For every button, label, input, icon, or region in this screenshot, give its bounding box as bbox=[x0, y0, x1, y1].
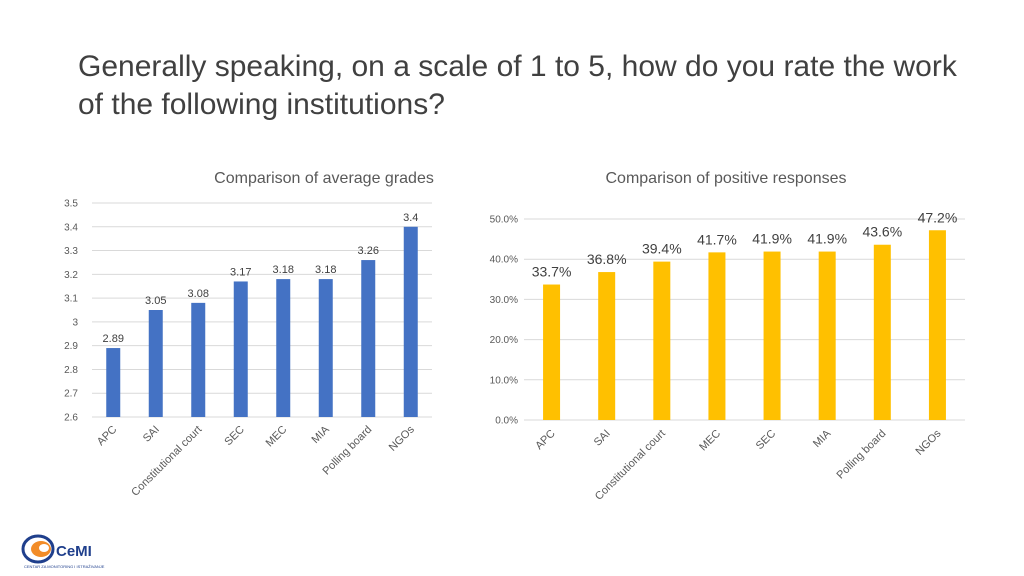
x-category-label: SAI bbox=[141, 424, 162, 445]
y-tick-label: 2.6 bbox=[64, 413, 78, 424]
data-label: 47.2% bbox=[918, 209, 958, 225]
bar bbox=[233, 281, 248, 417]
y-tick-label: 50.0% bbox=[490, 215, 518, 226]
x-category-label: Polling board bbox=[835, 428, 889, 482]
bar bbox=[361, 260, 376, 417]
y-tick-label: 3.2 bbox=[64, 270, 78, 281]
data-label: 3.18 bbox=[273, 264, 294, 276]
bar bbox=[928, 230, 946, 420]
data-label: 41.7% bbox=[697, 231, 737, 247]
bar bbox=[276, 279, 291, 417]
data-label: 41.9% bbox=[752, 231, 792, 247]
data-label: 3.05 bbox=[145, 295, 166, 307]
bar bbox=[106, 348, 121, 417]
x-category-label: Constitutional court bbox=[129, 424, 204, 499]
data-label: 43.6% bbox=[862, 224, 902, 240]
y-tick-label: 40.0% bbox=[490, 255, 518, 266]
x-category-label: SAI bbox=[592, 428, 613, 449]
y-tick-label: 3.4 bbox=[64, 222, 78, 233]
bar bbox=[403, 226, 418, 417]
logo-text: CeMI bbox=[56, 543, 92, 560]
y-tick-label: 2.7 bbox=[64, 389, 78, 400]
bar bbox=[653, 261, 671, 420]
bar bbox=[873, 244, 891, 420]
x-category-label: SEC bbox=[222, 424, 247, 449]
x-category-label: SEC bbox=[754, 428, 779, 453]
chart-2: Comparison of positive responses 0.0% 10.0… bbox=[490, 170, 965, 503]
bar bbox=[148, 310, 163, 417]
y-tick-label: 3.3 bbox=[64, 246, 78, 257]
y-tick-label: 2.8 bbox=[64, 365, 78, 376]
x-category-label: NGOs bbox=[913, 427, 943, 457]
y-tick-label: 3.1 bbox=[64, 294, 78, 305]
y-tick-label: 2.9 bbox=[64, 341, 78, 352]
data-label: 33.7% bbox=[532, 264, 572, 280]
logo-subtitle: CENTAR ZA MONITORING I ISTRAŽIVANJE bbox=[24, 564, 105, 569]
x-category-label: APC bbox=[533, 428, 558, 453]
y-tick-label: 3.5 bbox=[64, 199, 78, 210]
page-title: Generally speaking, on a scale of 1 to 5… bbox=[78, 50, 957, 121]
y-tick-label: 0.0% bbox=[495, 416, 518, 427]
y-tick-label: 3 bbox=[72, 317, 78, 328]
bar bbox=[818, 251, 836, 420]
data-label: 3.08 bbox=[188, 288, 209, 300]
data-label: 3.4 bbox=[403, 212, 418, 224]
chart-title: Comparison of average grades bbox=[214, 170, 434, 187]
logo-mark-icon bbox=[21, 534, 55, 564]
bar bbox=[318, 279, 333, 417]
bar bbox=[763, 251, 781, 420]
x-category-label: MIA bbox=[310, 423, 333, 446]
data-label: 41.9% bbox=[807, 231, 847, 247]
chart-title: Comparison of positive responses bbox=[605, 170, 846, 187]
x-category-label: NGOs bbox=[387, 423, 417, 453]
bar bbox=[708, 252, 726, 420]
data-label: 2.89 bbox=[103, 333, 124, 345]
chart-1: Comparison of average grades 2.6 2.7 2.8 2.9… bbox=[64, 170, 434, 499]
bar bbox=[543, 284, 561, 420]
y-tick-label: 30.0% bbox=[490, 295, 518, 306]
x-category-label: MIA bbox=[811, 427, 834, 450]
data-label: 3.17 bbox=[230, 266, 251, 278]
data-label: 3.26 bbox=[358, 245, 379, 257]
data-label: 3.18 bbox=[315, 264, 336, 276]
data-label: 36.8% bbox=[587, 251, 627, 267]
data-label: 39.4% bbox=[642, 241, 682, 257]
y-tick-label: 20.0% bbox=[490, 335, 518, 346]
y-tick-label: 10.0% bbox=[490, 375, 518, 386]
x-category-label: MEC bbox=[697, 428, 723, 454]
bar bbox=[598, 272, 616, 420]
bar bbox=[191, 302, 206, 417]
cemi-logo: CeMI CENTAR ZA MONITORING I ISTRAŽIVANJE bbox=[21, 534, 105, 569]
x-category-label: APC bbox=[95, 424, 120, 449]
x-category-label: MEC bbox=[264, 424, 290, 450]
